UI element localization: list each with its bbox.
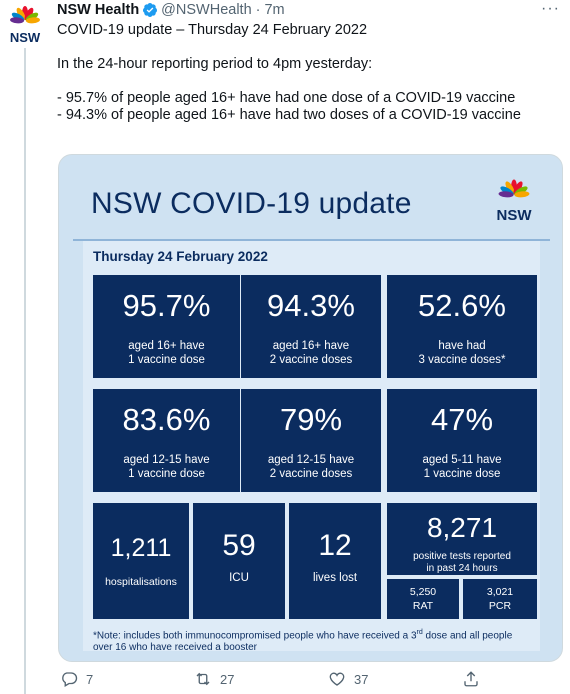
tweet-line: COVID-19 update – Thursday 24 February 2… [57,22,368,38]
stat-label: have had [438,340,486,352]
retweet-icon [196,672,210,686]
footnote-text: *Note: includes both immunocompromised p… [93,630,417,642]
stat-value: 52.6% [418,288,506,323]
like-button[interactable]: 37 [328,670,368,688]
stat-value: 1,211 [110,534,172,562]
nsw-waratah-icon [10,6,40,24]
card-divider [73,239,550,241]
tweet-time[interactable]: 7m [264,2,285,18]
stat-label: 1 vaccine dose [423,468,501,480]
stat-label: 2 vaccine doses [269,468,353,480]
stat-value: 95.7% [122,288,211,323]
action-bar: 7 27 37 [60,670,530,694]
retweet-count: 27 [220,671,235,687]
footnote-text: dose and all people over 16 who have rec… [93,630,513,654]
media-image[interactable]: NSW COVID-19 update NSW Thursday 24 Febr… [58,154,563,662]
share-icon [464,671,478,687]
card-logo: NSW [489,177,539,227]
stat-box: 47% aged 5-11 have 1 vaccine dose [387,389,537,492]
author-handle[interactable]: @NSWHealth [161,2,252,18]
stat-label: 3 vaccine doses* [418,354,506,366]
card-title: NSW COVID-19 update [91,187,412,220]
heart-icon [329,672,345,686]
verified-badge-icon [143,3,158,17]
stat-value: 47% [430,402,494,437]
pcr-box: 3,021 PCR [463,579,537,619]
like-count: 37 [354,671,369,687]
stat-value: 59 [222,529,256,562]
footnote: *Note: includes both immunocompromised p… [93,627,533,654]
icu-box: 59 ICU [193,503,285,619]
stat-label: hospitalisations [105,576,177,588]
more-options-icon[interactable]: ··· [541,0,560,17]
stat-box: 52.6% have had 3 vaccine doses* [387,275,537,378]
stat-value: 12 [318,529,352,562]
retweet-button[interactable]: 27 [194,670,234,688]
footnote-sup: rd [416,629,423,636]
tweet-line: In the 24-hour reporting period to 4pm y… [57,56,373,72]
hospitalisations-box: 1,211 hospitalisations [93,503,189,619]
avatar-label: NSW [9,30,41,45]
thread-line [24,48,26,694]
lives-lost-box: 12 lives lost [289,503,381,619]
stat-label: aged 5-11 have [422,454,502,466]
stat-box: 95.7% aged 16+ have 1 vaccine dose [93,275,240,378]
stat-label: 2 vaccine doses [269,354,353,366]
tweet-line: - 94.3% of people aged 16+ have had two … [57,107,521,123]
stat-label: aged 16+ have [128,340,205,352]
reply-count: 7 [86,671,94,687]
separator-dot: · [255,2,261,18]
stat-label: 1 vaccine dose [128,354,205,366]
card-logo-label: NSW [496,207,532,224]
stat-label: in past 24 hours [426,563,498,574]
stat-label: aged 16+ have [272,340,350,352]
stat-box: 94.3% aged 16+ have 2 vaccine doses [241,275,381,378]
stat-value: 5,250 [409,586,437,598]
reply-button[interactable]: 7 [60,670,93,688]
tweet-line: - 95.7% of people aged 16+ have had one … [57,90,516,106]
nsw-waratah-icon [498,179,530,198]
stat-label: positive tests reported [413,551,511,562]
card-date: Thursday 24 February 2022 [93,249,268,264]
stat-label: 1 vaccine dose [128,468,205,480]
rat-box: 5,250 RAT [387,579,459,619]
stat-value: 3,021 [486,586,514,598]
author-name[interactable]: NSW Health [57,2,140,18]
stat-box: 83.6% aged 12-15 have 1 vaccine dose [93,389,240,492]
stat-label: ICU [229,572,249,584]
share-button[interactable] [462,670,488,688]
stat-label: RAT [412,600,434,612]
stat-label: PCR [488,600,512,612]
reply-icon [62,672,78,687]
stat-value: 94.3% [267,288,355,323]
stat-label: aged 12-15 have [123,454,210,466]
stat-value: 8,271 [426,512,498,543]
avatar[interactable]: NSW [4,4,46,46]
stat-label: lives lost [312,572,358,584]
stat-value: 83.6% [122,402,211,437]
stat-label: aged 12-15 have [267,454,355,466]
stat-value: 79% [279,402,343,437]
tweet-header: NSW Health @NSWHealth · 7m [57,0,285,20]
tests-box: 8,271 positive tests reported in past 24… [387,503,537,575]
tweet-text: COVID-19 update – Thursday 24 February 2… [57,22,557,124]
stat-box: 79% aged 12-15 have 2 vaccine doses [241,389,381,492]
